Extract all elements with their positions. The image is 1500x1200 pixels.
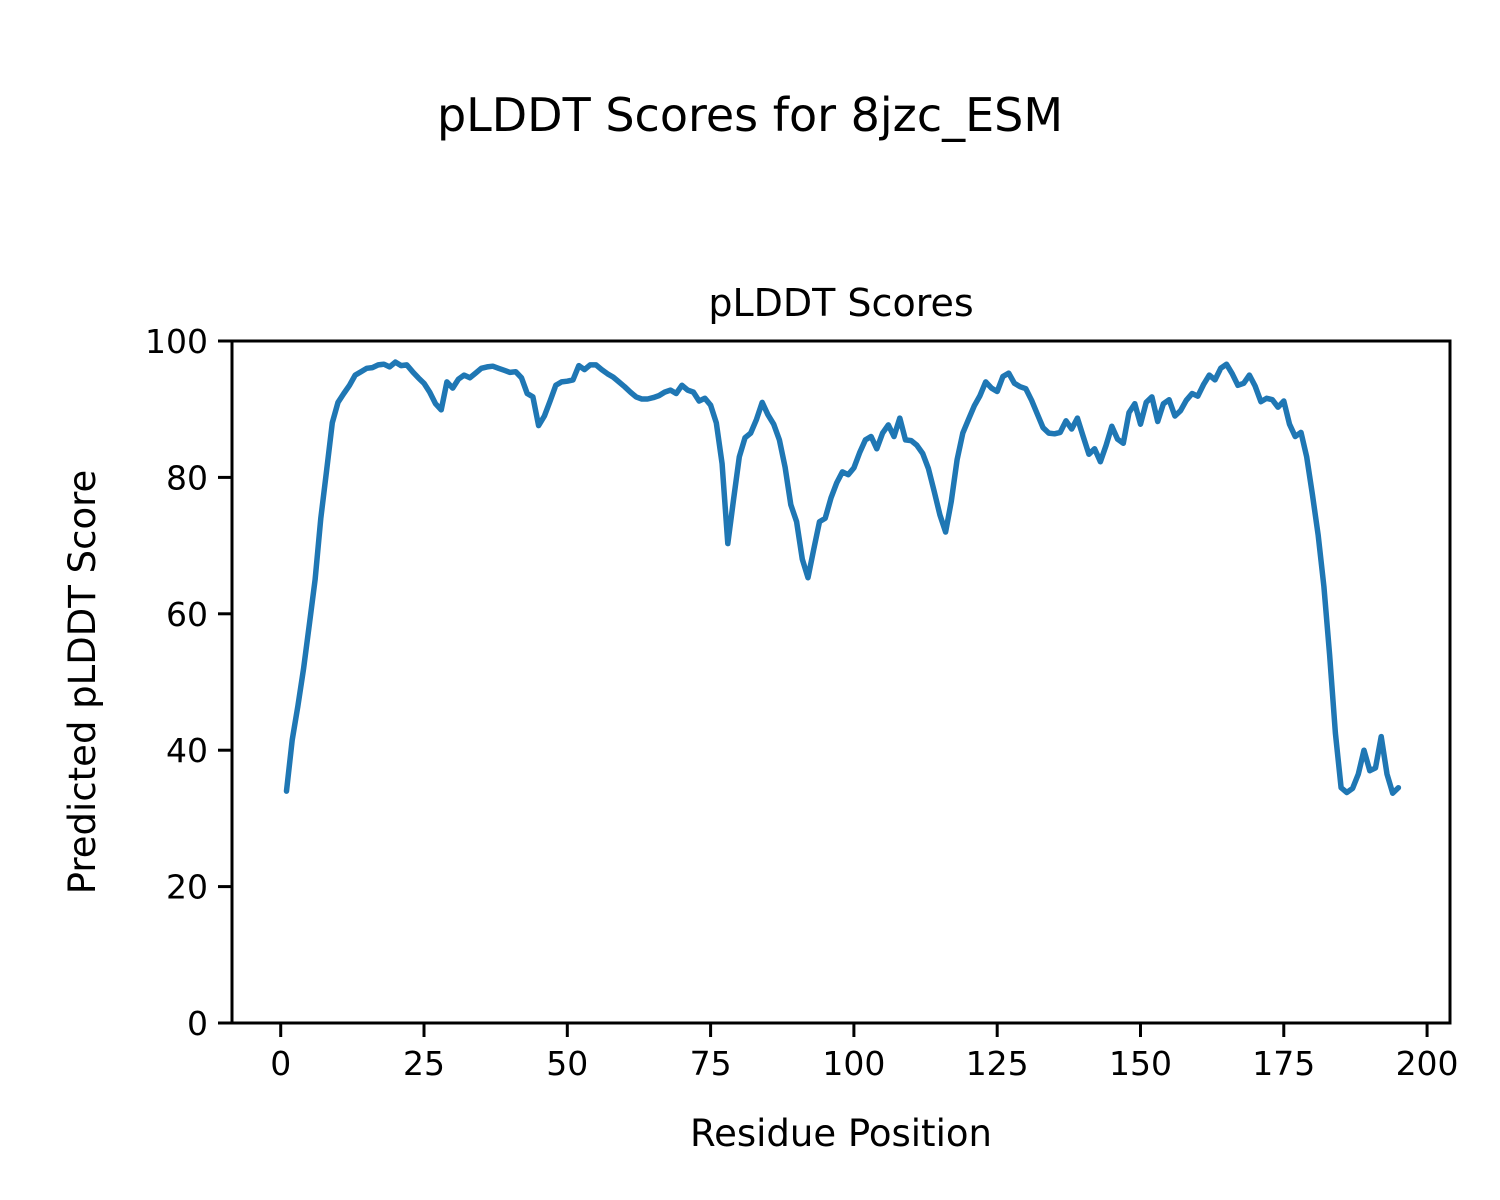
x-tick-label: 100 [822,1044,885,1083]
axes-title: pLDDT Scores [708,281,973,325]
y-tick-label: 100 [145,322,208,361]
y-tick-label: 0 [187,1004,208,1043]
x-tick-label: 50 [546,1044,588,1083]
y-tick-label: 20 [166,868,208,907]
x-tick-label: 75 [690,1044,732,1083]
y-axis-label: Predicted pLDDT Score [61,470,104,895]
y-tick-label: 60 [166,595,208,634]
figure-suptitle: pLDDT Scores for 8jzc_ESM [437,88,1063,142]
x-tick-label: 25 [403,1044,445,1083]
x-tick-label: 0 [270,1044,291,1083]
x-axis-ticks: 0 25 50 75 100 125 150 175 200 [270,1024,1459,1083]
x-tick-label: 150 [1109,1044,1172,1083]
y-axis-ticks: 0 20 40 60 80 100 [145,322,231,1043]
plot-frame [230,339,1452,1025]
y-tick-label: 80 [166,458,208,497]
plddt-score-line [283,359,1402,796]
x-tick-label: 175 [1252,1044,1315,1083]
x-tick-label: 125 [966,1044,1029,1083]
y-tick-label: 40 [166,731,208,770]
x-axis-label: Residue Position [690,1112,992,1155]
x-tick-label: 200 [1396,1044,1459,1083]
